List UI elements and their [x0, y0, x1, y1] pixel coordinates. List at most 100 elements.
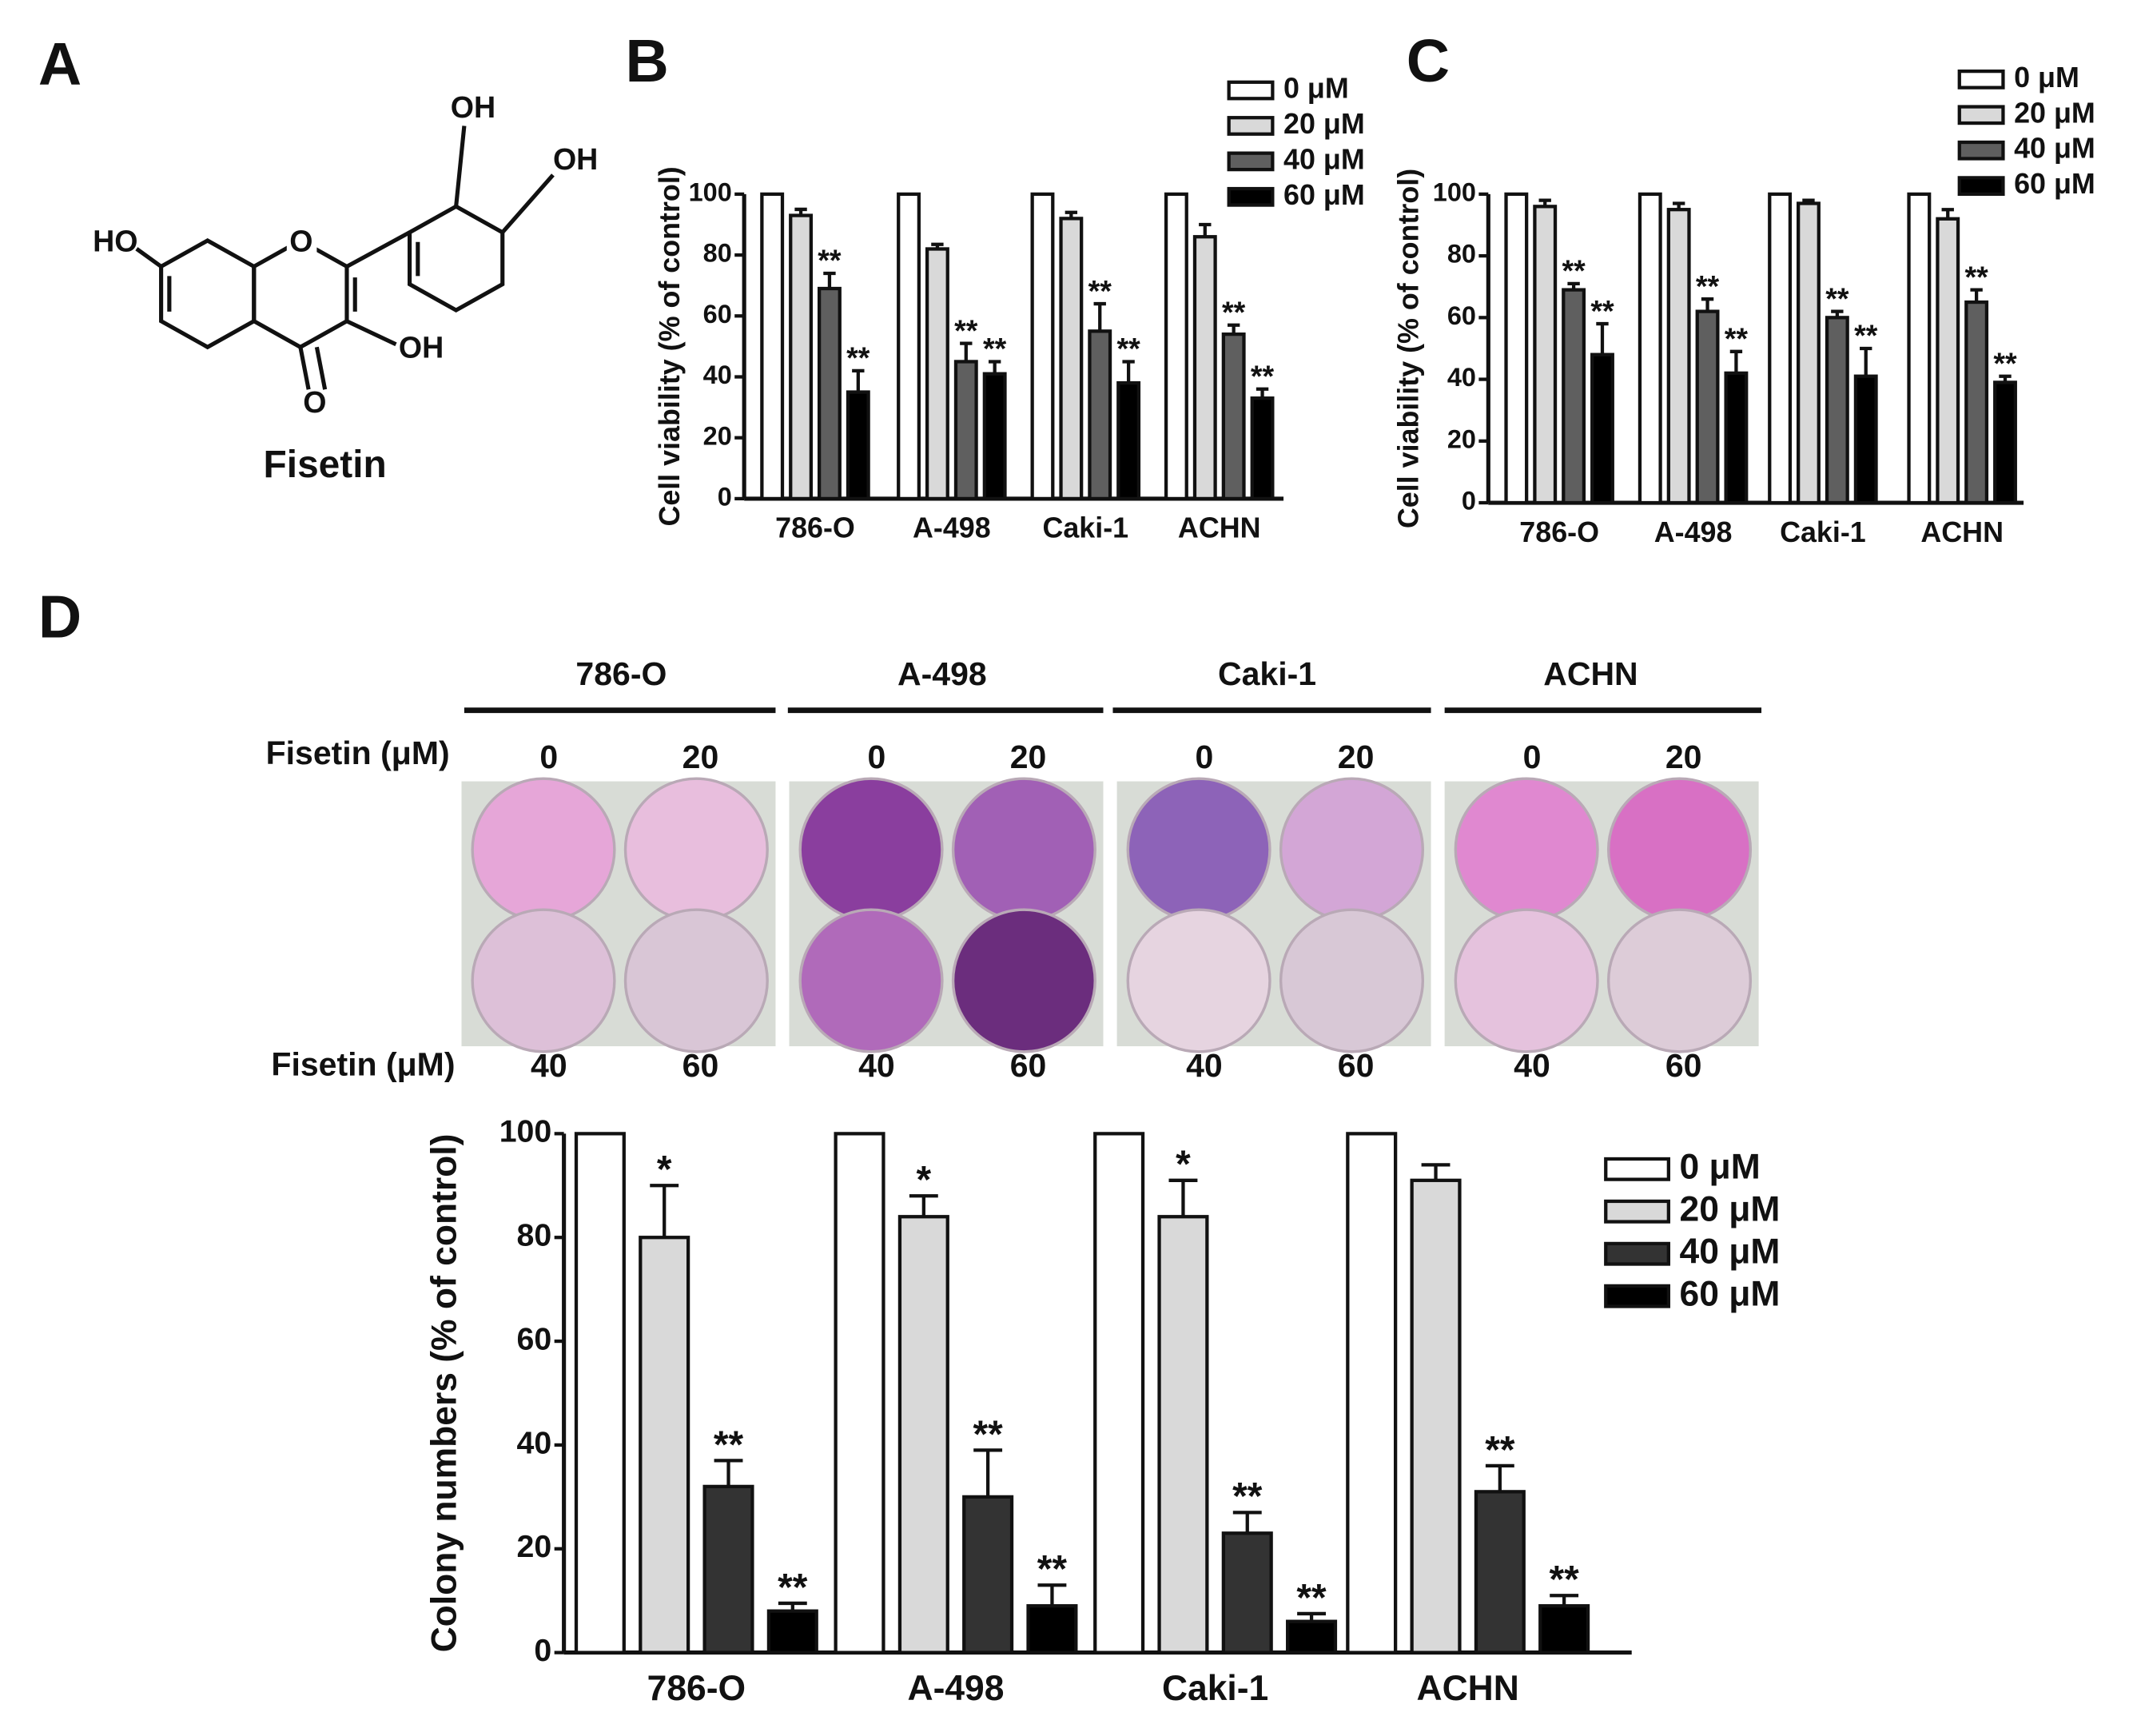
error-bar: [973, 1448, 1003, 1497]
error-bar: [1037, 1583, 1067, 1607]
dose-label: 60: [682, 1047, 719, 1084]
legend-swatch: [1227, 151, 1275, 172]
y-tick-label: 100: [1433, 177, 1476, 206]
bar: [1116, 380, 1141, 501]
bar: [1562, 288, 1586, 505]
significance-label: **: [1232, 1475, 1263, 1518]
legend-swatch: [1604, 1241, 1670, 1266]
bar: [1666, 208, 1691, 505]
well: [1279, 777, 1425, 922]
bar: [1695, 309, 1720, 505]
x-tick-label: Caki-1: [1042, 512, 1128, 544]
x-tick-label: Caki-1: [1780, 516, 1866, 548]
plate-headers: 786-O A-498 Caki-1 ACHN Fisetin (μM) Fis…: [266, 655, 1762, 1082]
bar: [639, 1236, 690, 1654]
legend-label: 0 μM: [1680, 1148, 1761, 1187]
y-tick-label: 0: [718, 482, 732, 511]
y-tick-label: 100: [499, 1114, 552, 1149]
legend-swatch: [1227, 116, 1275, 136]
legend-label: 40 μM: [1283, 143, 1365, 175]
compound-name: Fisetin: [264, 444, 387, 486]
error-bar: [1421, 1163, 1451, 1181]
error-bar: [1596, 321, 1609, 355]
bar: [1504, 192, 1529, 505]
legend-label: 40 μM: [2014, 133, 2095, 165]
significance-label: **: [1854, 319, 1878, 352]
bar: [1853, 374, 1878, 505]
legend-label: 20 μM: [1283, 108, 1365, 140]
significance-label: **: [1590, 294, 1614, 328]
significance-label: **: [1725, 322, 1749, 356]
x-tick-label: ACHN: [1920, 516, 2004, 548]
significance-label: **: [1485, 1429, 1515, 1471]
legend-swatch: [1957, 105, 2005, 125]
error-bar: [1550, 1594, 1579, 1607]
well: [1454, 777, 1599, 922]
y-tick-label: 20: [517, 1529, 552, 1564]
significance-label: **: [973, 1413, 1004, 1455]
y-tick-label: 40: [703, 360, 732, 389]
bar: [1346, 1132, 1398, 1654]
legend-swatch: [1604, 1199, 1670, 1224]
bar: [1221, 1531, 1273, 1654]
error-bar: [1860, 346, 1872, 376]
y-tick-label: 0: [1462, 487, 1476, 516]
row-label: Fisetin (μM): [266, 735, 450, 771]
y-tick-label: 40: [517, 1425, 552, 1460]
bar: [953, 360, 978, 501]
well: [1606, 908, 1753, 1053]
atom-label: OH: [399, 331, 444, 364]
bar: [702, 1484, 754, 1654]
significance-label: **: [1562, 254, 1586, 288]
legend-label: 60 μM: [1283, 179, 1365, 211]
error-bar: [650, 1184, 679, 1238]
error-bar: [960, 341, 973, 362]
y-axis-label: Cell viability (% of control): [1392, 169, 1424, 528]
x-tick-label: 786-O: [647, 1669, 746, 1708]
significance-label: **: [1088, 274, 1112, 308]
bar: [766, 1609, 818, 1654]
legend-swatch: [1227, 80, 1275, 101]
y-tick-label: 80: [1447, 240, 1476, 269]
atom-label: OH: [553, 142, 598, 176]
bar: [897, 192, 921, 501]
legend-swatch: [1604, 1284, 1670, 1308]
bar: [1825, 316, 1849, 505]
error-bar: [1199, 222, 1212, 237]
dose-label: 0: [1196, 739, 1214, 775]
bar: [1059, 217, 1084, 501]
panel-label: A: [38, 30, 82, 98]
significance-label: **: [954, 313, 978, 347]
bar: [1993, 380, 2017, 505]
error-bar: [714, 1459, 743, 1487]
y-tick-label: 80: [517, 1218, 552, 1253]
bar: [1164, 192, 1188, 501]
bar: [834, 1132, 885, 1654]
legend-label: 60 μM: [1680, 1274, 1781, 1313]
y-tick-label: 80: [703, 239, 732, 268]
significance-label: **: [1993, 346, 2017, 380]
dose-label: 20: [1010, 739, 1047, 775]
structure-drawing: [135, 125, 555, 390]
y-axis-label: Cell viability (% of control): [654, 166, 686, 526]
well: [1126, 777, 1271, 922]
bar: [1533, 205, 1558, 505]
error-bar: [909, 1194, 938, 1217]
bar: [1936, 217, 1960, 505]
legend-label: 0 μM: [2014, 62, 2079, 94]
error-bar: [1729, 349, 1743, 373]
legend-label: 20 μM: [1680, 1189, 1781, 1228]
atom-label: HO: [93, 224, 137, 257]
significance-label: **: [1696, 269, 1720, 303]
bar: [1221, 332, 1246, 501]
well: [1126, 908, 1271, 1053]
atom-label: O: [303, 385, 326, 419]
cell-line-label: A-498: [897, 655, 987, 692]
cell-line-label: Caki-1: [1218, 655, 1316, 692]
error-bar: [1168, 1178, 1198, 1217]
legend-swatch: [1227, 186, 1275, 207]
well: [1454, 908, 1599, 1053]
